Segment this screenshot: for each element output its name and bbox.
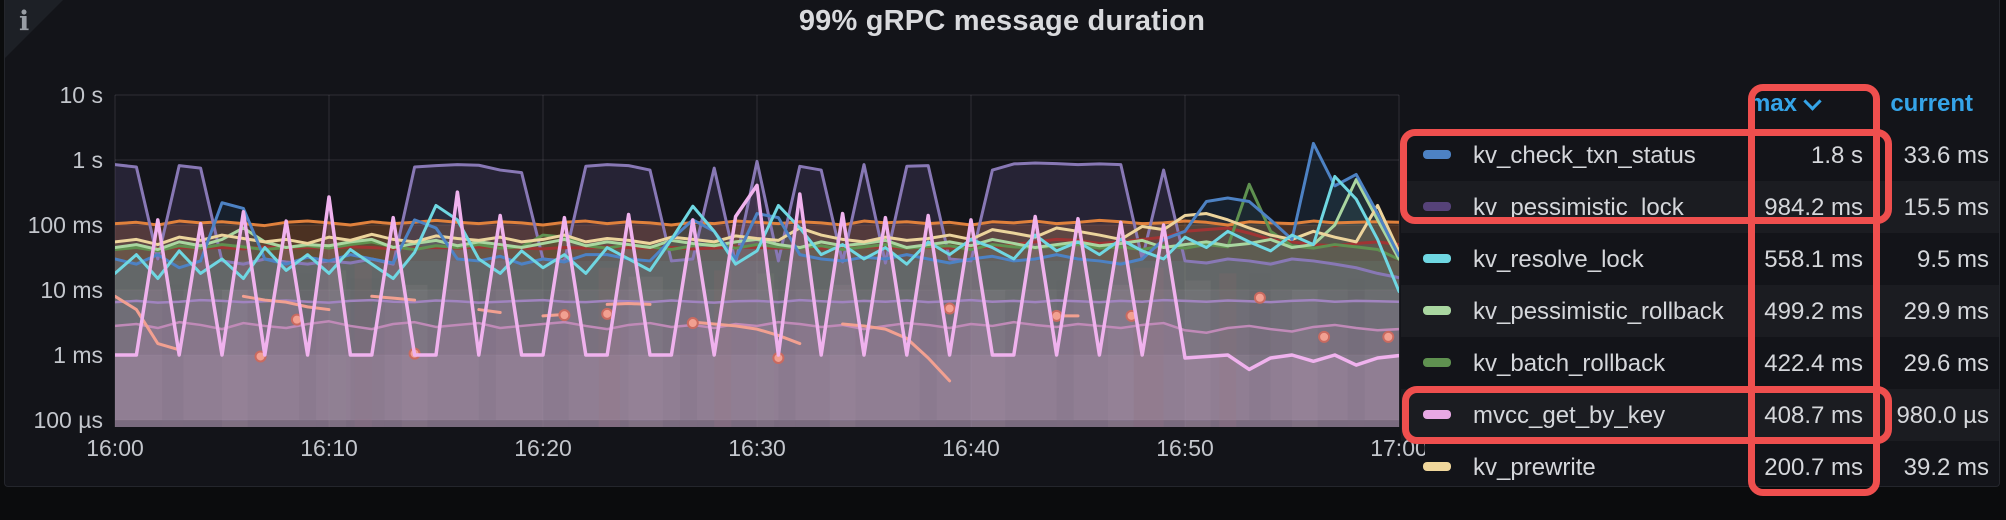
series-swatch[interactable]: [1423, 150, 1451, 159]
legend-header-max[interactable]: max: [1691, 90, 1822, 118]
legend-row: kv_pessimistic_rollback 499.2 ms 29.9 ms: [1401, 285, 1999, 337]
series-swatch[interactable]: [1423, 358, 1451, 367]
background-band: [1133, 267, 1164, 427]
series-swatch[interactable]: [1423, 202, 1451, 211]
series-max-value: 408.7 ms: [1764, 402, 1863, 429]
x-axis-tick-label: 16:20: [514, 435, 572, 461]
series-label[interactable]: mvcc_get_by_key: [1473, 402, 1666, 429]
series-line-unlabeled_salmon: [115, 294, 181, 352]
legend-row: kv_resolve_lock 558.1 ms 9.5 ms: [1401, 233, 1999, 285]
x-axis-tick-label: 16:00: [86, 435, 144, 461]
series-line-kv_resolve_lock: [115, 174, 1399, 293]
background-band: [354, 264, 372, 427]
series-current-value: 15.5 ms: [1903, 194, 1989, 221]
background-band: [1249, 273, 1271, 427]
series-label[interactable]: kv_batch_rollback: [1473, 350, 1666, 377]
series-marker-unlabeled_salmon: [686, 317, 699, 330]
series-fill-unlabeled_purple_mid: [115, 300, 1399, 427]
background-band: [757, 273, 775, 427]
grafana-panel: i 99% gRPC message duration 10 s 1 s 100 m…: [4, 0, 2000, 487]
series-max-value: 499.2 ms: [1764, 298, 1863, 325]
series-current-value: 39.2 ms: [1903, 454, 1989, 481]
series-label[interactable]: kv_pessimistic_rollback: [1473, 298, 1724, 325]
y-axis-tick-label: 10 ms: [40, 277, 103, 303]
legend-table: max current kv_check_txn_status 1.8 s 33.6…: [1401, 0, 1999, 486]
y-axis-tick-label: 1 ms: [53, 342, 103, 368]
series-swatch[interactable]: [1423, 306, 1451, 315]
series-max-value: 558.1 ms: [1764, 246, 1863, 273]
legend-header-current[interactable]: current: [1890, 90, 1973, 117]
y-axis-tick-label: 100 µs: [33, 407, 103, 433]
legend-header-max-label: max: [1748, 90, 1797, 117]
series-line-kv_batch_rollback: [115, 182, 1399, 261]
x-axis-tick-label: 16:40: [942, 435, 1000, 461]
background-band: [543, 270, 569, 427]
sort-desc-chevron-icon: [1803, 92, 1822, 111]
legend-row: kv_pessimistic_lock 984.2 ms 15.5 ms: [1401, 181, 1999, 233]
series-current-value: 29.6 ms: [1903, 350, 1989, 377]
background-band: [919, 284, 937, 427]
series-current-value: 980.0 µs: [1896, 402, 1989, 429]
series-marker-unlabeled_salmon: [558, 309, 571, 322]
series-max-value: 200.7 ms: [1764, 454, 1863, 481]
series-current-value: 29.9 ms: [1903, 298, 1989, 325]
y-axis-tick-label: 1 s: [72, 147, 103, 173]
x-axis-tick-label: 16:30: [728, 435, 786, 461]
background-band: [1347, 278, 1365, 427]
background-band: [1185, 280, 1211, 427]
series-max-value: 1.8 s: [1810, 142, 1863, 169]
series-marker-unlabeled_salmon: [601, 307, 614, 320]
series-label[interactable]: kv_check_txn_status: [1473, 142, 1696, 169]
series-swatch[interactable]: [1423, 462, 1451, 471]
series-current-value: 9.5 ms: [1916, 246, 1989, 273]
series-line-unlabeled_purple_mid: [115, 298, 1399, 304]
legend-row: kv_prewrite 200.7 ms 39.2 ms: [1401, 441, 1999, 486]
background-band: [222, 290, 248, 427]
background-band: [971, 290, 1006, 427]
background-band: [162, 284, 184, 427]
background-band: [329, 270, 347, 427]
legend-row: kv_check_txn_status 1.8 s 33.6 ms: [1401, 129, 1999, 181]
series-marker-unlabeled_salmon: [1253, 291, 1266, 304]
series-marker-unlabeled_salmon: [1050, 309, 1063, 322]
series-label[interactable]: kv_pessimistic_lock: [1473, 194, 1684, 221]
series-marker-unlabeled_salmon: [1318, 330, 1331, 343]
series-fill-unlabeled_red: [115, 227, 1399, 427]
series-line-unlabeled_orange: [115, 218, 1399, 228]
series-max-value: 984.2 ms: [1764, 194, 1863, 221]
series-marker-unlabeled_salmon: [943, 302, 956, 315]
series-current-value: 33.6 ms: [1903, 142, 1989, 169]
series-line-unlabeled_mauve_low: [115, 320, 1399, 334]
series-label[interactable]: kv_prewrite: [1473, 454, 1596, 481]
series-line-kv_prewrite: [115, 203, 1399, 253]
x-axis-tick-label: 16:50: [1156, 435, 1214, 461]
series-label[interactable]: kv_resolve_lock: [1473, 246, 1644, 273]
series-line-mvcc_get_by_key: [115, 183, 1399, 372]
series-swatch[interactable]: [1423, 254, 1451, 263]
y-axis-tick-label: 100 ms: [28, 212, 103, 238]
legend-row: kv_batch_rollback 422.4 ms 29.6 ms: [1401, 337, 1999, 389]
tint-strip: [115, 355, 1399, 420]
series-fill-unlabeled_orange: [115, 220, 1399, 427]
series-fill-kv_prewrite: [115, 205, 1399, 427]
tint-strip: [115, 260, 1399, 290]
panel-title[interactable]: 99% gRPC message duration: [798, 5, 1206, 37]
series-swatch[interactable]: [1423, 410, 1451, 419]
background-band: [1107, 284, 1134, 427]
series-line-unlabeled_salmon: [477, 308, 502, 315]
y-axis-tick-label: 10 s: [60, 82, 103, 108]
background-band: [714, 270, 732, 427]
x-axis-tick-label: 16:10: [300, 435, 358, 461]
series-line-kv_check_txn_status: [115, 141, 1399, 270]
series-max-value: 422.4 ms: [1764, 350, 1863, 377]
info-icon: i: [19, 6, 30, 37]
series-marker-unlabeled_salmon: [1382, 330, 1395, 343]
legend-row: mvcc_get_by_key 408.7 ms 980.0 µs: [1401, 389, 1999, 441]
background-band: [829, 284, 856, 427]
background-band: [1219, 273, 1237, 427]
